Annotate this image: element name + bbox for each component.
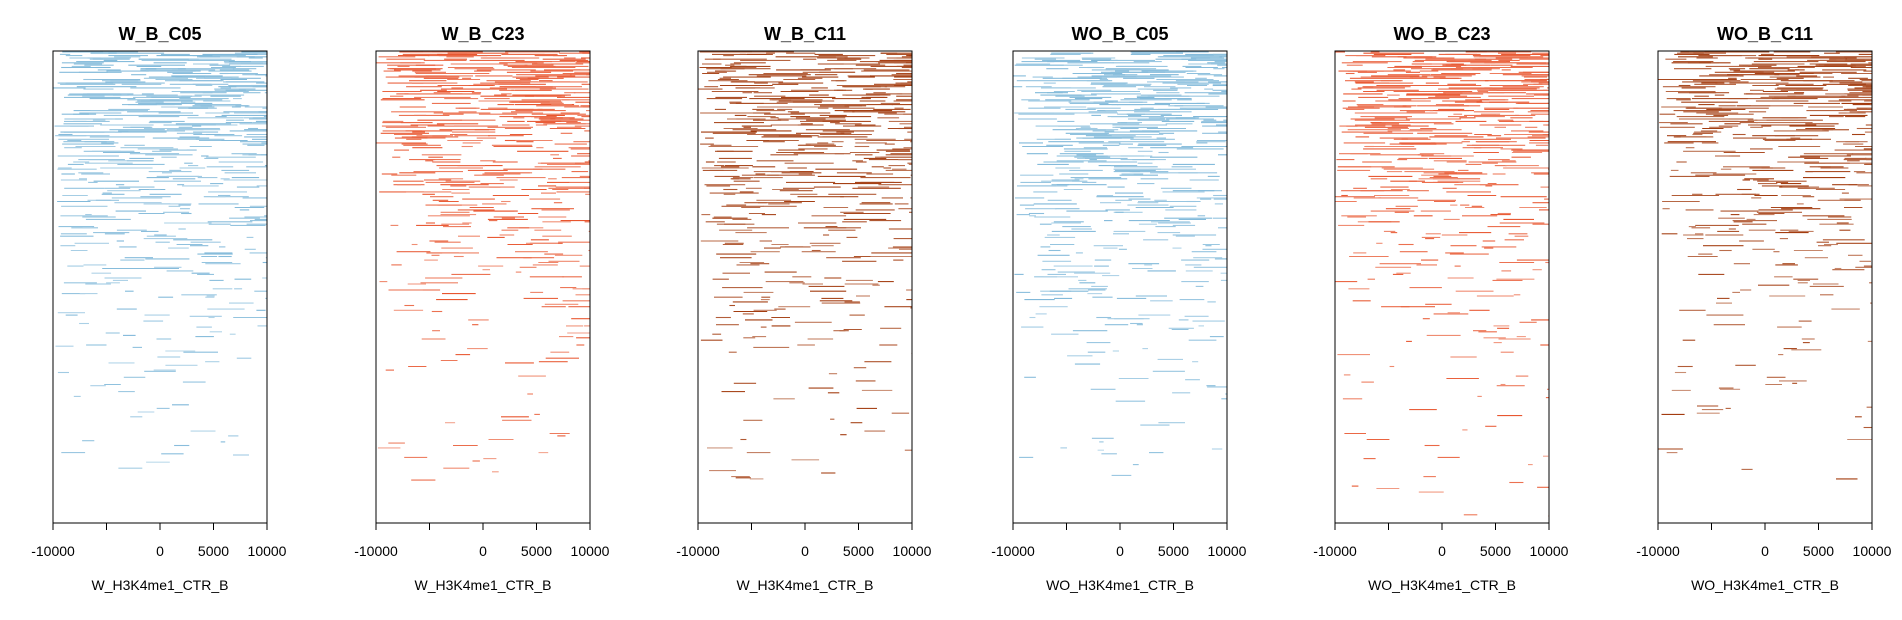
x-tick-label: 0 <box>479 543 487 559</box>
heatmap-segments <box>698 51 912 480</box>
heatmap-panel-6: WO_B_C11 -10000 0 5000 10000 WO_H3K4me1_CTR_B <box>1636 24 1891 593</box>
x-axis-label: WO_H3K4me1_CTR_B <box>1691 577 1839 593</box>
x-tick-label: 5000 <box>843 543 874 559</box>
x-tick-label: 0 <box>156 543 164 559</box>
plot-frame <box>1012 50 1228 524</box>
x-axis-label: WO_H3K4me1_CTR_B <box>1368 577 1516 593</box>
x-tick-label: 5000 <box>1480 543 1511 559</box>
x-tick-label: -10000 <box>354 543 398 559</box>
x-tick-label: 10000 <box>1208 543 1247 559</box>
panel-title: W_B_C05 <box>118 24 201 44</box>
panel-title: W_B_C11 <box>764 24 846 44</box>
x-tick-label: 5000 <box>1158 543 1189 559</box>
x-tick-label: 10000 <box>1853 543 1892 559</box>
x-tick-label: 5000 <box>1803 543 1834 559</box>
x-tick-label: 5000 <box>521 543 552 559</box>
panel-title: WO_B_C11 <box>1717 24 1813 44</box>
x-tick-label: -10000 <box>1313 543 1357 559</box>
x-tick-label: 0 <box>1761 543 1769 559</box>
x-tick-label: 10000 <box>893 543 932 559</box>
panel-title: WO_B_C23 <box>1393 24 1490 44</box>
heatmap-panel-2: W_B_C23 -10000 0 5000 10000 W_H3K4me1_CTR_B <box>354 24 609 593</box>
heatmap-segments <box>1335 51 1549 517</box>
x-tick-label: 10000 <box>248 543 287 559</box>
x-axis-label: W_H3K4me1_CTR_B <box>737 577 874 593</box>
x-axis-label: W_H3K4me1_CTR_B <box>415 577 552 593</box>
x-tick-label: -10000 <box>31 543 75 559</box>
panel-title: WO_B_C05 <box>1071 24 1168 44</box>
x-tick-label: -10000 <box>676 543 720 559</box>
heatmap-panel-1: W_B_C05 -10000 0 5000 10000 W_H3K4me1_CTR_B <box>31 24 286 593</box>
heatmap-panel-3: W_B_C11 -10000 0 5000 10000 W_H3K4me1_CTR_B <box>676 24 931 593</box>
heatmap-segments <box>1658 51 1872 480</box>
plot-frame <box>1657 50 1873 524</box>
x-tick-label: -10000 <box>991 543 1035 559</box>
x-axis-label: WO_H3K4me1_CTR_B <box>1046 577 1194 593</box>
x-axis-label: W_H3K4me1_CTR_B <box>92 577 229 593</box>
x-tick-label: 5000 <box>198 543 229 559</box>
heatmap-panel-5: WO_B_C23 -10000 0 5000 10000 WO_H3K4me1_CTR_B <box>1313 24 1568 593</box>
x-tick-label: 0 <box>801 543 809 559</box>
heatmap-segments <box>376 51 590 481</box>
x-tick-label: 0 <box>1116 543 1124 559</box>
x-tick-label: 10000 <box>571 543 610 559</box>
heatmap-panel-4: WO_B_C05 -10000 0 5000 10000 WO_H3K4me1_CTR_B <box>991 24 1246 593</box>
x-tick-label: 10000 <box>1530 543 1569 559</box>
x-tick-label: 0 <box>1438 543 1446 559</box>
x-tick-label: -10000 <box>1636 543 1680 559</box>
heatmap-segments <box>1013 51 1227 476</box>
panel-title: W_B_C23 <box>441 24 524 44</box>
heatmap-segments <box>53 51 267 469</box>
